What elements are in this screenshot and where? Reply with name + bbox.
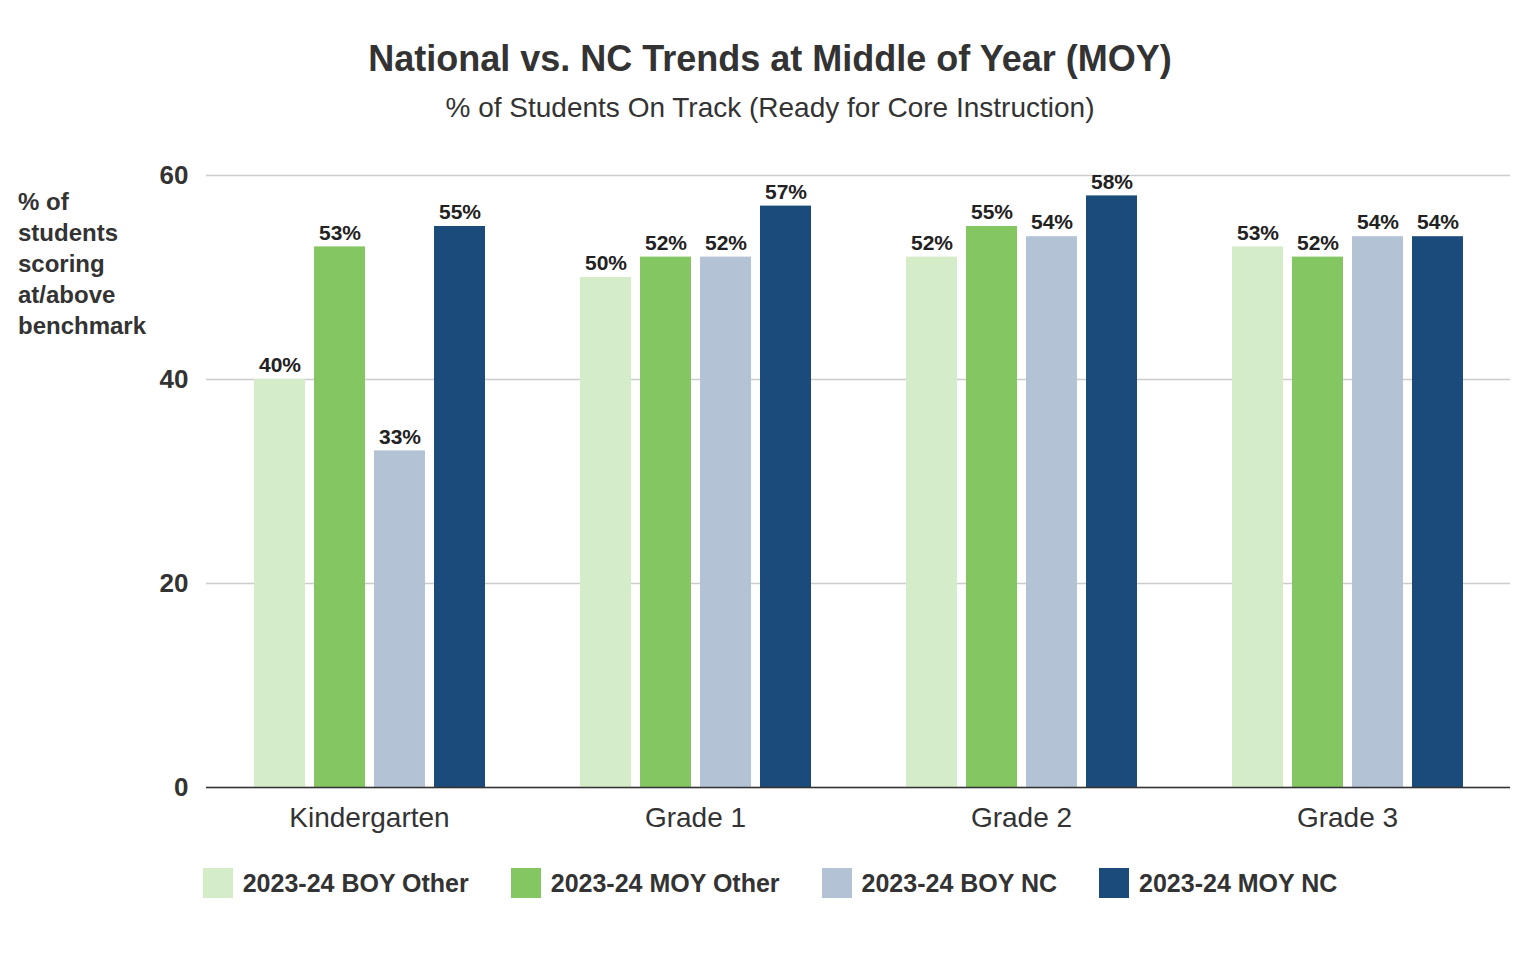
- svg-text:54%: 54%: [1031, 210, 1073, 233]
- svg-text:52%: 52%: [1297, 231, 1339, 254]
- html-text:% of Students On Track (Ready: % of Students On Track (Ready for Core I…: [445, 92, 1095, 123]
- html-text:2023-24 BOY NC: 2023-24 BOY NC: [861, 868, 1057, 897]
- html-text:2023-24 MOY Other: 2023-24 MOY Other: [550, 868, 780, 897]
- svg-text:Grade 2: Grade 2: [971, 802, 1072, 833]
- svg-text:Kindergarten: Kindergarten: [289, 802, 449, 833]
- svg-text:20: 20: [160, 568, 189, 598]
- svg-text:55%: 55%: [971, 200, 1013, 223]
- svg-text:60: 60: [160, 160, 189, 190]
- svg-text:Grade 1: Grade 1: [645, 802, 746, 833]
- svg-text:53%: 53%: [319, 221, 361, 244]
- svg-text:40%: 40%: [259, 353, 301, 376]
- svg-text:53%: 53%: [1237, 221, 1279, 244]
- svg-text:52%: 52%: [705, 231, 747, 254]
- html-text:2023-24 BOY Other: 2023-24 BOY Other: [242, 868, 469, 897]
- svg-text:54%: 54%: [1357, 210, 1399, 233]
- html-text:National vs. NC Trends at Midd: National vs. NC Trends at Middle of Year…: [368, 38, 1172, 79]
- html-text:2023-24 MOY NC: 2023-24 MOY NC: [1139, 868, 1338, 897]
- svg-text:58%: 58%: [1091, 170, 1133, 193]
- svg-text:52%: 52%: [645, 231, 687, 254]
- svg-text:57%: 57%: [765, 180, 807, 203]
- svg-text:54%: 54%: [1417, 210, 1459, 233]
- svg-text:0: 0: [174, 772, 188, 802]
- svg-text:52%: 52%: [911, 231, 953, 254]
- svg-text:50%: 50%: [585, 251, 627, 274]
- svg-text:55%: 55%: [439, 200, 481, 223]
- svg-text:33%: 33%: [379, 425, 421, 448]
- svg-text:Grade 3: Grade 3: [1297, 802, 1398, 833]
- html-text:% of students scoring at/above: % of students scoring at/above benchmark: [18, 188, 147, 339]
- svg-text:40: 40: [160, 364, 189, 394]
